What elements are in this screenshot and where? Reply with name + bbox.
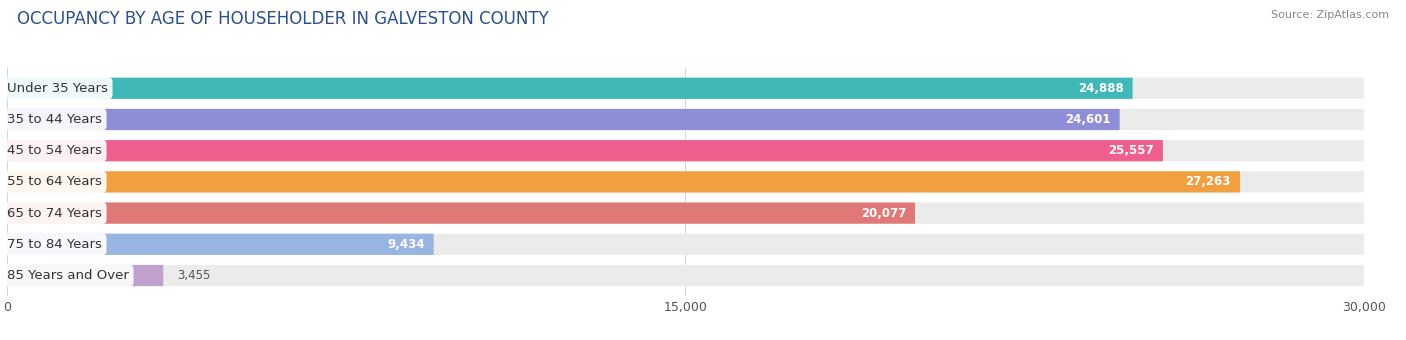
Text: 3,455: 3,455	[177, 269, 211, 282]
Text: 55 to 64 Years: 55 to 64 Years	[7, 175, 101, 188]
FancyBboxPatch shape	[7, 203, 915, 224]
FancyBboxPatch shape	[7, 234, 1364, 255]
Text: 25,557: 25,557	[1108, 144, 1154, 157]
Text: Source: ZipAtlas.com: Source: ZipAtlas.com	[1271, 10, 1389, 20]
FancyBboxPatch shape	[7, 203, 1364, 224]
Text: OCCUPANCY BY AGE OF HOUSEHOLDER IN GALVESTON COUNTY: OCCUPANCY BY AGE OF HOUSEHOLDER IN GALVE…	[17, 10, 548, 28]
Text: 24,888: 24,888	[1078, 82, 1123, 95]
Text: 45 to 54 Years: 45 to 54 Years	[7, 144, 101, 157]
FancyBboxPatch shape	[7, 109, 1119, 130]
FancyBboxPatch shape	[7, 265, 1364, 286]
Text: 27,263: 27,263	[1185, 175, 1232, 188]
Text: 9,434: 9,434	[387, 238, 425, 251]
Text: Under 35 Years: Under 35 Years	[7, 82, 108, 95]
FancyBboxPatch shape	[7, 140, 1163, 161]
FancyBboxPatch shape	[7, 140, 1364, 161]
FancyBboxPatch shape	[7, 265, 163, 286]
FancyBboxPatch shape	[7, 171, 1364, 192]
Text: 35 to 44 Years: 35 to 44 Years	[7, 113, 101, 126]
Text: 20,077: 20,077	[860, 207, 905, 220]
FancyBboxPatch shape	[7, 234, 433, 255]
Text: 85 Years and Over: 85 Years and Over	[7, 269, 129, 282]
Text: 65 to 74 Years: 65 to 74 Years	[7, 207, 101, 220]
FancyBboxPatch shape	[7, 78, 1364, 99]
Text: 75 to 84 Years: 75 to 84 Years	[7, 238, 101, 251]
FancyBboxPatch shape	[7, 109, 1364, 130]
Text: 24,601: 24,601	[1066, 113, 1111, 126]
FancyBboxPatch shape	[7, 78, 1133, 99]
FancyBboxPatch shape	[7, 171, 1240, 192]
